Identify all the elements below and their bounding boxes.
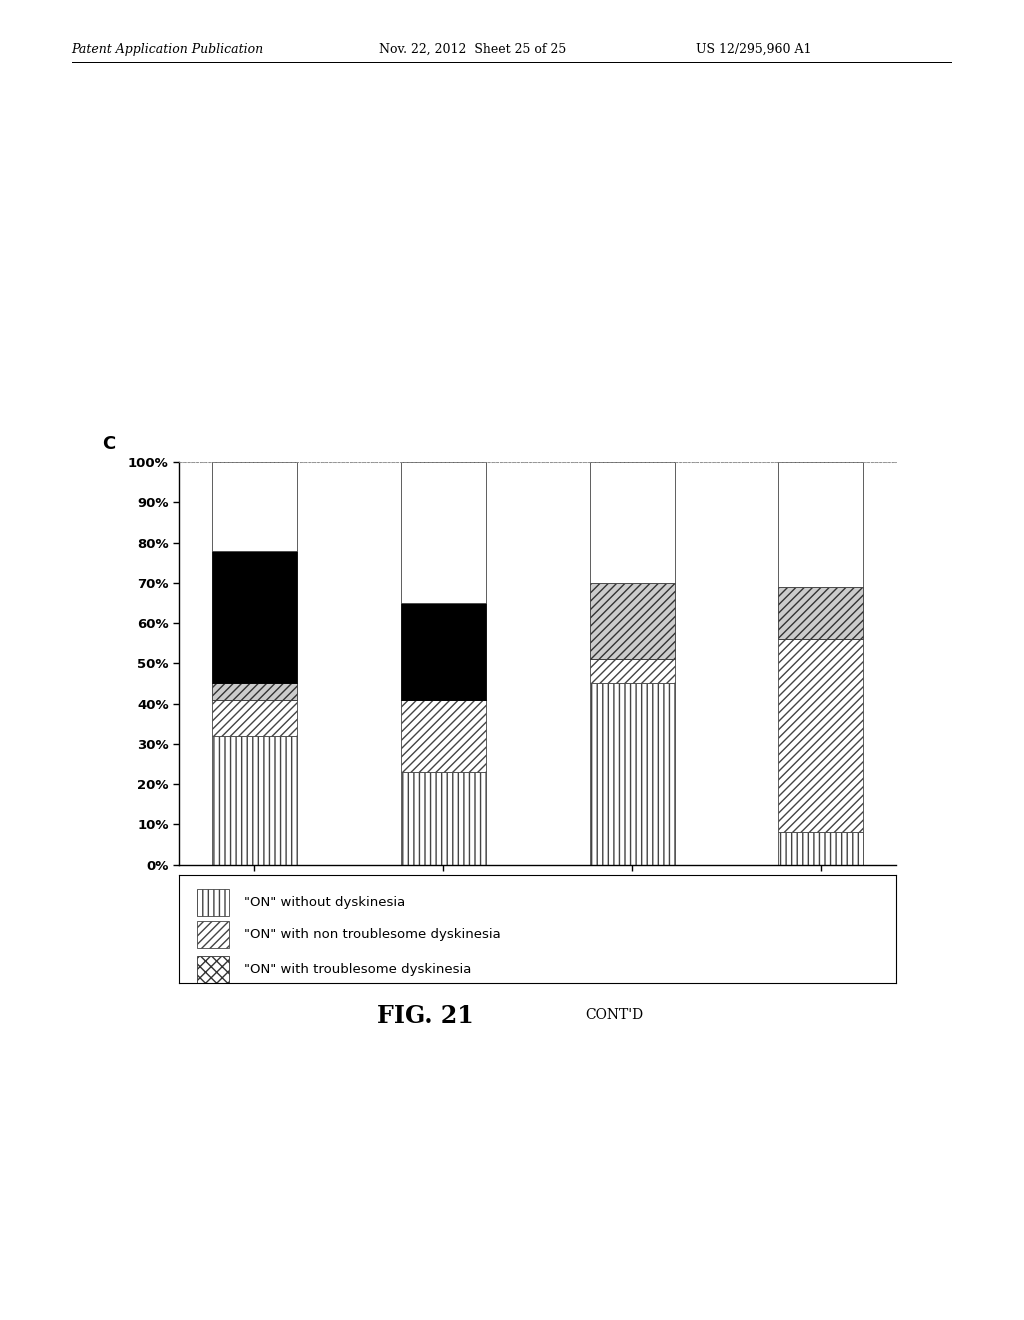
Bar bbox=[212, 700, 297, 735]
Text: US 12/295,960 A1: US 12/295,960 A1 bbox=[696, 42, 812, 55]
Bar bbox=[400, 603, 485, 700]
Text: C: C bbox=[102, 434, 116, 453]
Bar bbox=[212, 735, 297, 865]
Text: FIG. 21: FIG. 21 bbox=[377, 1005, 473, 1028]
Bar bbox=[197, 921, 229, 948]
Text: Nov. 22, 2012  Sheet 25 of 25: Nov. 22, 2012 Sheet 25 of 25 bbox=[379, 42, 566, 55]
Bar bbox=[778, 587, 863, 639]
Bar bbox=[590, 462, 675, 583]
Bar bbox=[590, 684, 675, 865]
Bar bbox=[778, 462, 863, 587]
Bar bbox=[400, 700, 485, 772]
Text: "ON" without dyskinesia: "ON" without dyskinesia bbox=[244, 896, 404, 908]
Bar bbox=[400, 462, 485, 603]
Text: "ON" with troublesome dyskinesia: "ON" with troublesome dyskinesia bbox=[244, 962, 471, 975]
Bar bbox=[590, 583, 675, 659]
Bar bbox=[778, 833, 863, 865]
Bar bbox=[212, 550, 297, 684]
Text: "ON" with non troublesome dyskinesia: "ON" with non troublesome dyskinesia bbox=[244, 928, 501, 941]
Bar bbox=[212, 462, 297, 550]
Bar bbox=[197, 956, 229, 983]
Text: CONT'D: CONT'D bbox=[586, 1008, 643, 1022]
Bar bbox=[197, 888, 229, 916]
Text: Patent Application Publication: Patent Application Publication bbox=[72, 42, 264, 55]
Bar bbox=[400, 772, 485, 865]
Bar bbox=[778, 639, 863, 833]
Bar bbox=[212, 684, 297, 700]
Bar bbox=[590, 659, 675, 684]
